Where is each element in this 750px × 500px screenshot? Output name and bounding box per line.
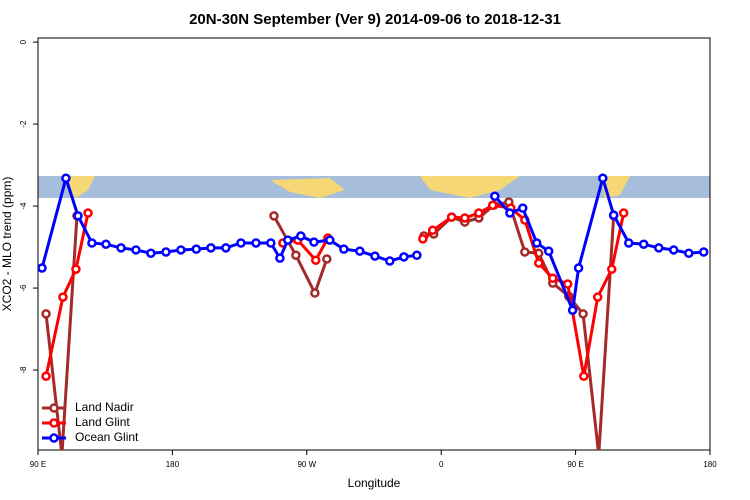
data-point <box>505 208 515 218</box>
data-point <box>310 288 320 298</box>
y-tick-label: -2 <box>19 120 28 128</box>
data-point <box>87 238 97 248</box>
data-point <box>399 252 409 262</box>
data-point <box>38 263 47 273</box>
data-point <box>83 208 93 218</box>
legend-label: Ocean Glint <box>75 430 139 444</box>
data-point <box>296 231 306 241</box>
series-line <box>44 203 626 377</box>
data-point <box>322 254 332 264</box>
x-tick-label: 180 <box>166 460 180 469</box>
data-point <box>543 246 554 256</box>
data-point <box>206 243 216 253</box>
data-point <box>608 210 619 220</box>
legend-marker <box>49 418 59 428</box>
data-point <box>460 213 470 223</box>
data-point <box>654 243 664 253</box>
data-point <box>116 243 126 253</box>
data-point <box>490 191 500 201</box>
data-point <box>146 248 156 258</box>
data-point <box>58 292 68 302</box>
data-point <box>131 245 141 255</box>
legend-label: Land Nadir <box>75 400 134 414</box>
data-point <box>698 247 709 257</box>
data-point <box>311 255 321 265</box>
data-point <box>58 451 65 458</box>
legend-label: Land Glint <box>75 415 130 429</box>
data-point <box>606 264 617 274</box>
x-tick-label: 90 E <box>30 460 46 469</box>
plot-area <box>38 172 709 458</box>
data-point <box>618 208 629 218</box>
data-point <box>291 250 301 261</box>
data-point <box>684 248 694 258</box>
data-point <box>578 309 588 319</box>
data-point <box>339 244 349 254</box>
data-point <box>548 273 558 283</box>
y-tick-label: -6 <box>19 284 28 292</box>
data-point <box>71 264 81 274</box>
data-point <box>309 237 319 247</box>
data-point <box>474 208 484 218</box>
x-tick-label: 90 E <box>567 460 583 469</box>
y-axis-label: XCO2 - MLO trend (ppm) <box>0 177 14 312</box>
data-point <box>624 238 634 248</box>
data-point <box>191 244 202 254</box>
data-point <box>427 225 438 236</box>
data-point <box>567 305 578 315</box>
series-line <box>40 172 704 316</box>
data-point <box>370 251 380 261</box>
data-point <box>562 279 573 289</box>
x-tick-label: 90 W <box>297 460 316 469</box>
data-point <box>176 245 186 255</box>
data-point <box>325 235 335 245</box>
data-point <box>418 234 428 244</box>
data-point <box>73 211 83 221</box>
data-point <box>668 245 679 255</box>
x-tick-label: 180 <box>703 460 717 469</box>
data-point <box>446 212 457 222</box>
data-point <box>412 250 422 261</box>
y-tick-label: -4 <box>19 202 28 210</box>
data-point <box>41 309 51 319</box>
legend-marker <box>49 403 59 413</box>
data-point <box>532 238 542 248</box>
data-point <box>638 239 649 249</box>
data-point <box>385 256 395 266</box>
data-point <box>592 292 603 302</box>
data-point <box>573 263 584 273</box>
data-point <box>251 238 261 248</box>
data-point <box>598 173 608 183</box>
data-point <box>236 238 246 248</box>
data-point <box>275 253 285 263</box>
data-point <box>161 247 171 257</box>
data-point <box>101 239 111 249</box>
data-point <box>283 235 293 245</box>
legend-marker <box>49 433 59 443</box>
y-tick-label: 0 <box>19 39 28 44</box>
data-point <box>533 258 544 268</box>
data-point <box>517 203 528 213</box>
data-point <box>266 238 276 248</box>
map-band <box>38 176 710 198</box>
data-point <box>61 173 71 183</box>
data-point <box>221 243 231 253</box>
data-point <box>269 211 279 221</box>
data-point <box>41 371 51 381</box>
plot-frame <box>37 37 711 451</box>
data-point <box>355 246 365 256</box>
data-point <box>595 451 602 458</box>
data-point <box>579 371 589 381</box>
x-axis-label: Longitude <box>348 476 401 490</box>
x-tick-label: 0 <box>439 460 444 469</box>
y-tick-label: -8 <box>19 366 28 374</box>
data-point <box>487 200 498 211</box>
chart-title: 20N-30N September (Ver 9) 2014-09-06 to … <box>189 11 561 28</box>
data-point <box>520 247 530 257</box>
